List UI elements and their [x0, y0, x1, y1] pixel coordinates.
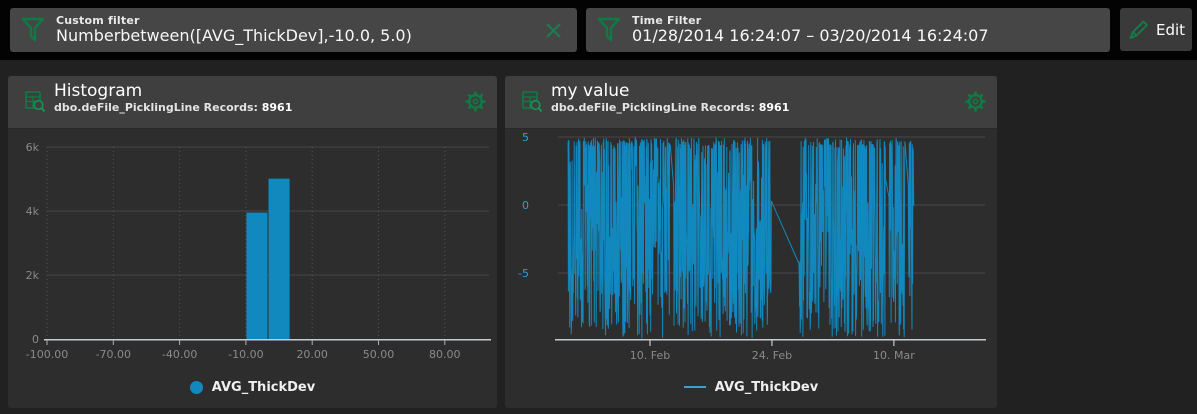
clear-filter-icon[interactable] — [544, 21, 563, 40]
timeseries-title: my value — [551, 81, 630, 101]
custom-filter-box[interactable]: Custom filter Numberbetween([AVG_ThickDe… — [10, 8, 577, 52]
timeseries-chart[interactable]: 10. Feb 24. Feb 10. Mar 5 0 -5 — [505, 129, 997, 369]
svg-text:0: 0 — [522, 199, 529, 212]
svg-text:80.00: 80.00 — [429, 348, 461, 361]
pencil-icon — [1127, 19, 1149, 41]
custom-filter-label: Custom filter — [56, 14, 140, 28]
svg-text:4k: 4k — [26, 205, 40, 218]
svg-text:-10.00: -10.00 — [228, 348, 263, 361]
legend-marker-line — [683, 386, 706, 388]
top-filter-bar: Custom filter Numberbetween([AVG_ThickDe… — [0, 0, 1197, 60]
edit-button[interactable]: Edit — [1120, 8, 1192, 51]
histogram-legend[interactable]: AVG_ThickDev — [8, 374, 497, 400]
histogram-legend-label: AVG_ThickDev — [211, 379, 316, 395]
filter-funnel-icon — [10, 17, 56, 44]
svg-text:5: 5 — [522, 131, 529, 144]
time-filter-label: Time Filter — [632, 14, 702, 28]
svg-text:2k: 2k — [26, 269, 40, 282]
timeseries-panel-header: my value dbo.deFile_PicklingLine Records… — [505, 76, 997, 129]
svg-text:-40.00: -40.00 — [162, 348, 197, 361]
time-funnel-icon — [586, 17, 632, 44]
edit-button-label: Edit — [1155, 20, 1186, 39]
custom-filter-value[interactable]: Numberbetween([AVG_ThickDev],-10.0, 5.0) — [56, 27, 412, 45]
timeseries-subtitle: dbo.deFile_PicklingLine Records: 8961 — [551, 100, 790, 114]
svg-text:50.00: 50.00 — [363, 348, 395, 361]
timeseries-legend-label: AVG_ThickDev — [714, 379, 819, 395]
histogram-panel-header: Histogram dbo.deFile_PicklingLine Record… — [8, 76, 497, 129]
svg-text:0: 0 — [32, 333, 39, 346]
svg-text:-70.00: -70.00 — [96, 348, 131, 361]
histogram-panel: Histogram dbo.deFile_PicklingLine Record… — [8, 76, 497, 408]
svg-text:-5: -5 — [518, 267, 529, 280]
legend-marker-dot — [189, 380, 203, 394]
time-filter-box[interactable]: Time Filter 01/28/2014 16:24:07 – 03/20/… — [586, 8, 1110, 52]
timeseries-settings-gear-icon[interactable] — [964, 90, 987, 117]
timeseries-record-count: 8961 — [758, 100, 790, 114]
svg-text:24. Feb: 24. Feb — [752, 349, 792, 362]
time-filter-value[interactable]: 01/28/2014 16:24:07 – 03/20/2014 16:24:0… — [632, 27, 989, 45]
svg-text:10. Feb: 10. Feb — [630, 349, 670, 362]
timeseries-panel: my value dbo.deFile_PicklingLine Records… — [505, 76, 997, 408]
svg-text:6k: 6k — [26, 141, 40, 154]
svg-text:-100.00: -100.00 — [26, 348, 68, 361]
histogram-title: Histogram — [54, 81, 143, 101]
histogram-chart[interactable]: -100.00 -70.00 -40.00 -10.00 20.00 50.00 80.00… — [8, 129, 497, 369]
histogram-subtitle: dbo.deFile_PicklingLine Records: 8961 — [54, 100, 293, 114]
data-table-search-icon — [25, 91, 46, 117]
histogram-settings-gear-icon[interactable] — [464, 90, 487, 117]
histogram-record-count: 8961 — [261, 100, 293, 114]
data-table-search-icon — [522, 91, 543, 117]
timeseries-legend[interactable]: AVG_ThickDev — [505, 374, 997, 400]
svg-text:10. Mar: 10. Mar — [873, 349, 915, 362]
svg-text:20.00: 20.00 — [296, 348, 328, 361]
